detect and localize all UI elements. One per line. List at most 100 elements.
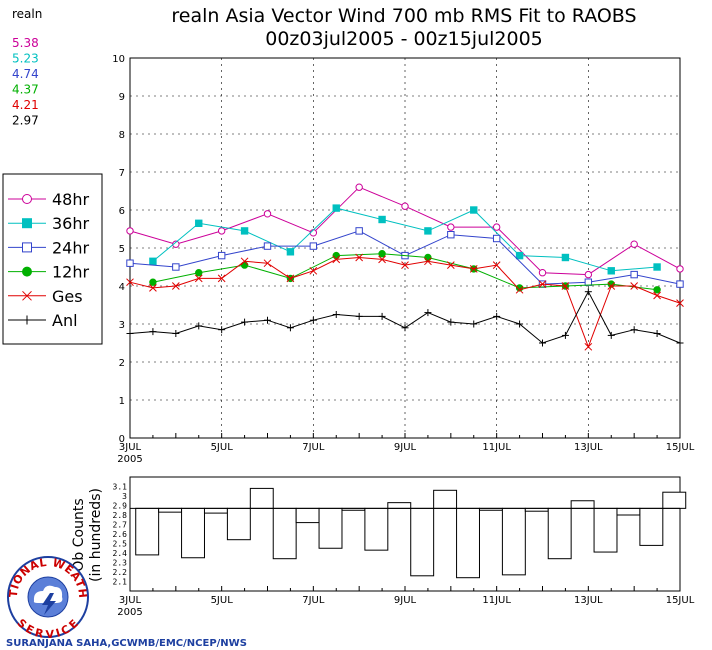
- marker-square-open: [22, 242, 32, 253]
- y-tick-label: 3.1: [113, 483, 128, 492]
- y-tick-label: 1: [119, 396, 125, 407]
- chart-title: realn Asia Vector Wind 700 mb RMS Fit to…: [171, 5, 636, 27]
- series-48hr: [126, 183, 684, 279]
- y-tick-label: 2.7: [113, 521, 128, 530]
- legend-item-36hr: 36hr: [8, 214, 90, 233]
- count-bar: [181, 507, 205, 559]
- marker-square-open: [630, 270, 638, 279]
- marker-square-filled: [561, 253, 570, 262]
- marker-circle-filled: [22, 266, 32, 277]
- marker-x-b: [630, 282, 639, 290]
- marker-square-open: [676, 280, 684, 288]
- marker-circle-open: [263, 210, 272, 218]
- y-tick-label: 2.2: [113, 568, 128, 577]
- x-tick-label: 15JUL: [666, 595, 695, 606]
- series-line: [152, 253, 658, 291]
- marker-square-filled: [607, 267, 615, 275]
- x-tick-label: 3JUL: [119, 595, 142, 606]
- count-bar: [272, 507, 297, 560]
- marker-square-filled: [240, 227, 249, 235]
- y-tick-label: 2.1: [113, 578, 128, 587]
- marker-square-filled: [515, 251, 524, 260]
- x-tick-label: 5JUL: [211, 442, 234, 453]
- marker-x-b: [217, 274, 226, 283]
- x-tick-label: 5JUL: [211, 595, 234, 606]
- marker-x-b: [126, 278, 134, 287]
- marker-circle-filled: [653, 286, 661, 294]
- marker-x-b: [492, 261, 501, 269]
- marker-x-b: [309, 266, 318, 275]
- marker-circle-open: [538, 269, 547, 277]
- y-tick-label: 2.6: [113, 530, 128, 539]
- marker-square-filled: [22, 218, 32, 229]
- x-tick-label: 9JUL: [394, 595, 417, 606]
- marker-x-b: [584, 342, 593, 351]
- marker-square-filled: [332, 204, 340, 212]
- y-tick-label: 2.3: [113, 559, 128, 568]
- bottom-ylabel-line2: (in hundreds): [88, 488, 104, 582]
- series-line: [152, 207, 658, 272]
- marker-circle-open: [172, 240, 180, 248]
- marker-square-filled: [653, 263, 661, 271]
- marker-x-b: [676, 299, 684, 307]
- count-bar: [203, 507, 228, 514]
- marker-square-open: [172, 263, 180, 271]
- marker-circle-open: [584, 270, 593, 279]
- stats-value: 5.23: [12, 52, 39, 66]
- stats-header: realn: [12, 7, 42, 21]
- stats-value: 5.38: [12, 36, 39, 50]
- count-bar: [570, 500, 595, 509]
- x-tick-label: 13JUL: [574, 442, 603, 453]
- top-series: [126, 183, 684, 351]
- nws-logo: NATIONAL WEATHER SERVICE: [7, 556, 89, 641]
- y-tick-label: 6: [119, 206, 125, 217]
- count-bar: [135, 507, 160, 556]
- count-bar: [364, 507, 389, 551]
- legend-item-24hr: 24hr: [8, 238, 90, 257]
- legend-item-anl: Anl: [8, 311, 78, 330]
- marker-x-b: [378, 255, 386, 264]
- top-y-ticks: 0 1 2 3 4 5 6 7 8 9 10: [112, 54, 125, 445]
- marker-x-b: [607, 282, 616, 290]
- marker-square-filled: [424, 227, 432, 235]
- marker-square-filled: [470, 206, 478, 214]
- marker-circle-open: [492, 223, 501, 231]
- bottom-bars: [135, 487, 687, 579]
- y-tick-label: 4: [119, 282, 125, 293]
- marker-circle-open: [22, 194, 32, 204]
- y-tick-label: 3: [119, 320, 125, 331]
- marker-circle-open: [217, 227, 226, 235]
- count-bar: [593, 507, 618, 553]
- marker-x-b: [171, 282, 180, 290]
- marker-square-filled: [149, 257, 157, 266]
- bottom-ylabel-line1: Ob Counts: [71, 498, 87, 571]
- top-grid: [130, 58, 680, 438]
- x-tick-label: 11JUL: [482, 595, 511, 606]
- marker-square-open: [309, 242, 318, 250]
- y-tick-label: 2.4: [113, 549, 128, 558]
- marker-x-b: [332, 255, 341, 264]
- marker-circle-filled: [149, 278, 157, 286]
- marker-circle-open: [630, 240, 638, 248]
- count-bar: [547, 507, 572, 560]
- legend-item-48hr: 48hr: [8, 190, 90, 209]
- x-tick-label: 15JUL: [666, 442, 695, 453]
- y-tick-label: 5: [119, 244, 125, 255]
- marker-circle-filled: [378, 250, 386, 258]
- y-tick-label: 8: [119, 130, 125, 141]
- legend-label: 24hr: [52, 238, 90, 257]
- chart-subtitle: 00z03jul2005 - 00z15jul2005: [265, 28, 543, 50]
- marker-x-b: [446, 261, 455, 269]
- y-tick-label: 2: [119, 358, 125, 369]
- marker-x-b: [469, 265, 478, 273]
- marker-circle-open: [401, 202, 409, 210]
- marker-x-b: [149, 284, 157, 292]
- stats-block: realn 5.38 5.234.74 4.374.21 2.97: [12, 7, 42, 128]
- legend-frame: [2, 173, 103, 345]
- marker-circle-open: [126, 227, 134, 235]
- y-tick-label: 7: [119, 168, 125, 179]
- marker-circle-open: [355, 183, 363, 191]
